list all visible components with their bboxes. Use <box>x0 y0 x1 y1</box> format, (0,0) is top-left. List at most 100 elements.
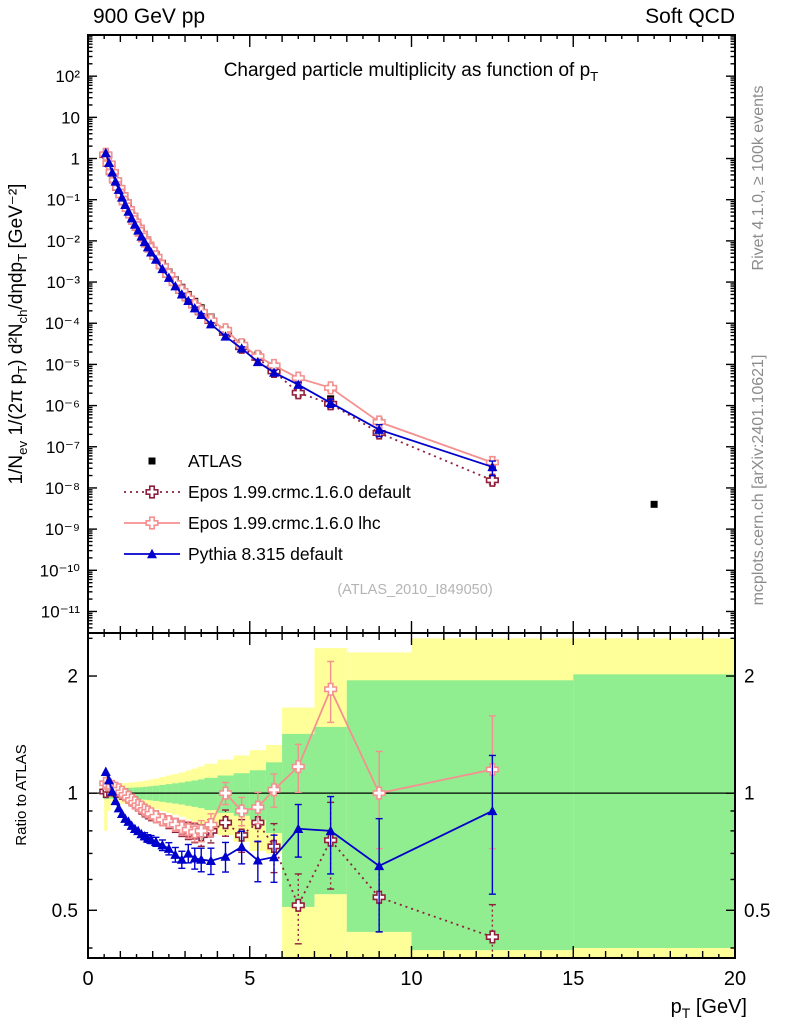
mc-point-epos-default <box>291 386 305 400</box>
mc-point-pythia <box>163 272 174 282</box>
ratio-point-epos-default <box>485 930 499 944</box>
main-y-tick-label: 10⁻³ <box>46 273 80 292</box>
mc-point-pythia <box>220 331 231 341</box>
mc-point-pythia <box>252 356 263 367</box>
ratio-point-pythia <box>487 805 498 816</box>
mc-point-pythia <box>116 192 127 202</box>
uncertainty-band-green <box>204 777 218 811</box>
main-y-tick-label: 10⁻⁷ <box>46 438 80 457</box>
ratio-point-epos-lhc <box>324 682 338 696</box>
uncertainty-band-green <box>233 773 250 816</box>
ratio-y-axis-label: Ratio to ATLAS <box>13 744 30 845</box>
mc-point-pythia <box>100 147 111 158</box>
mc-point-pythia <box>146 247 157 257</box>
main-y-tick-label: 10⁻¹¹ <box>41 602 81 621</box>
mc-point-pythia <box>120 199 131 209</box>
header-right: Soft QCD <box>645 5 735 28</box>
mc-point-pythia <box>107 167 118 177</box>
legend-marker <box>145 516 159 530</box>
main-y-tick-label: 10² <box>55 67 80 86</box>
main-y-tick-label: 1 <box>71 150 80 169</box>
main-y-tick-label: 10⁻² <box>46 232 80 251</box>
legend-label: Epos 1.99.crmc.1.6.0 default <box>188 482 411 502</box>
main-y-tick-label: 10⁻¹⁰ <box>40 561 81 580</box>
ratio-point-epos-lhc <box>235 804 249 818</box>
ratio-point-epos-lhc <box>267 783 281 797</box>
mc-point-pythia <box>293 379 304 389</box>
ratio-series-pythia <box>100 754 498 933</box>
uncertainty-band-green <box>573 674 735 948</box>
legend-entry: Pythia 8.315 default <box>124 544 343 564</box>
note-rivet-version: Rivet 4.1.0, ≥ 100k events <box>750 86 767 271</box>
axes-layer: 10²10110⁻¹10⁻²10⁻³10⁻⁴10⁻⁵10⁻⁶10⁻⁷10⁻⁸10… <box>40 34 770 990</box>
mc-point-pythia <box>104 157 115 168</box>
main-y-tick-label: 10⁻⁵ <box>45 355 80 374</box>
series-pythia <box>100 147 498 477</box>
mc-point-pythia <box>183 295 194 306</box>
legend: ATLAS Epos 1.99.crmc.1.6.0 default Epos 1.… <box>124 451 411 564</box>
mc-point-epos-lhc <box>324 381 338 395</box>
mc-point-pythia <box>487 461 498 472</box>
ratio-point-epos-lhc <box>251 800 265 814</box>
mc-point-pythia <box>133 225 144 235</box>
ratio-point-pythia <box>104 774 115 785</box>
ratio-point-pythia <box>236 841 247 852</box>
main-panel-frame <box>87 34 736 634</box>
ratio-point-epos-lhc <box>218 786 233 800</box>
mc-point-pythia <box>126 213 137 223</box>
mc-point-pythia <box>157 263 168 274</box>
ratio-point-epos-lhc <box>372 786 386 800</box>
ratio-point-pythia <box>110 795 121 806</box>
legend-entry: Epos 1.99.crmc.1.6.0 lhc <box>124 513 381 533</box>
ratio-point-pythia <box>252 855 263 865</box>
ratio-point-epos-default <box>218 816 233 830</box>
legend-entry: Epos 1.99.crmc.1.6.0 default <box>124 482 411 502</box>
mc-point-pythia <box>110 176 121 186</box>
series-epos-lhc <box>99 147 499 472</box>
ratio-point-pythia <box>100 766 111 776</box>
mc-line-epos-default <box>104 154 493 482</box>
mc-point-pythia <box>113 184 124 194</box>
ratio-point-pythia <box>170 849 181 859</box>
ratio-y-tick-label-left: 2 <box>67 667 78 688</box>
x-axis-label: pT [GeV] <box>671 996 747 1021</box>
mc-point-pythia <box>123 206 134 216</box>
ratio-y-tick-label-right: 2 <box>744 667 755 688</box>
mc-line-pythia <box>104 152 493 468</box>
ratio-point-pythia <box>374 860 385 871</box>
mc-point-pythia <box>205 318 216 329</box>
note-mcplots-arxiv: mcplots.cern.ch [arXiv:2401.10621] <box>750 355 767 606</box>
ratio-point-pythia <box>325 825 336 836</box>
mc-point-pythia <box>170 281 181 291</box>
x-tick-label: 0 <box>82 968 93 990</box>
ratio-point-pythia <box>150 836 161 846</box>
ratio-series-layer <box>99 660 499 958</box>
ratio-point-epos-default <box>291 898 305 912</box>
mc-point-pythia <box>236 343 247 353</box>
x-tick-label: 15 <box>562 968 584 990</box>
mc-point-pythia <box>189 302 200 313</box>
series-epos-default <box>99 148 499 487</box>
ratio-y-tick-label-right: 0.5 <box>744 901 770 922</box>
mc-point-pythia <box>374 424 385 434</box>
ratio-uncertainty-bands <box>88 638 735 958</box>
x-tick-label: 5 <box>244 968 255 990</box>
mc-point-pythia <box>150 254 161 264</box>
main-y-tick-label: 10⁻⁶ <box>45 397 80 416</box>
legend-label: Pythia 8.315 default <box>188 544 343 564</box>
analysis-id-watermark: (ATLAS_2010_I849050) <box>337 582 492 598</box>
mc-point-epos-lhc <box>267 358 281 373</box>
mc-line-epos-lhc <box>104 153 493 464</box>
ratio-y-tick-label-left: 1 <box>67 784 78 805</box>
main-y-tick-label: 10 <box>61 108 80 127</box>
main-y-tick-label: 10⁻⁹ <box>45 520 80 539</box>
data-point-atlas <box>650 500 658 508</box>
main-series-layer <box>99 147 658 508</box>
ratio-point-pythia <box>163 843 174 853</box>
mc-point-pythia <box>176 289 187 299</box>
ratio-point-pythia <box>220 851 231 861</box>
legend-marker <box>147 548 157 559</box>
ratio-point-pythia <box>107 786 118 796</box>
